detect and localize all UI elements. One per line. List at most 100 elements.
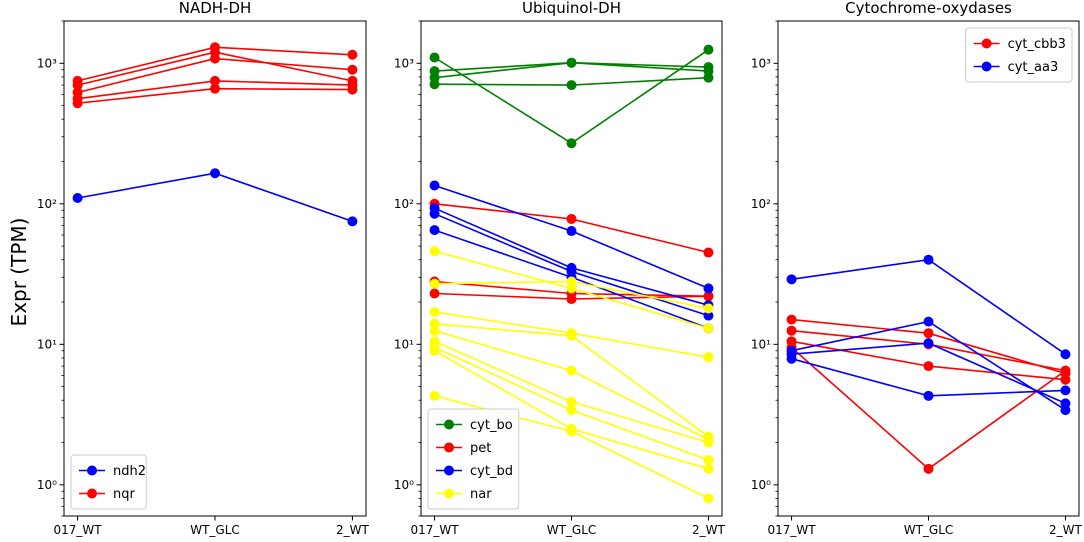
data-point-cyt-cbb3 bbox=[786, 325, 797, 336]
series-pet bbox=[429, 198, 714, 258]
data-point-cyt-aa3 bbox=[923, 254, 934, 265]
legend-label: cyt_cbb3 bbox=[1008, 37, 1066, 52]
series-cyt-bo bbox=[429, 72, 714, 91]
data-point-cyt-bo bbox=[703, 72, 714, 83]
data-point-nar bbox=[566, 405, 577, 416]
chart-title: Cytochrome-oxydases bbox=[845, 0, 1012, 17]
y-tick-label: 10² bbox=[751, 197, 771, 211]
data-point-cyt-bd bbox=[703, 283, 714, 294]
series-cyt-bd bbox=[429, 180, 714, 294]
data-point-ndh2 bbox=[210, 168, 220, 179]
data-point-nar bbox=[703, 303, 714, 314]
data-point-cyt-aa3 bbox=[786, 353, 797, 364]
data-point-nar bbox=[566, 426, 577, 437]
y-tick-label: 10³ bbox=[37, 56, 57, 70]
data-point-nar bbox=[429, 345, 440, 356]
x-tick-label: WT_GLC bbox=[904, 523, 954, 537]
data-point-cyt-aa3 bbox=[923, 316, 934, 327]
data-point-nar bbox=[429, 325, 440, 336]
legend-label: cyt_bd bbox=[470, 464, 513, 479]
data-point-nar bbox=[429, 390, 440, 401]
y-tick-label: 10² bbox=[394, 197, 414, 211]
legend-label: cyt_bo bbox=[470, 418, 513, 433]
x-tick-label: WT_GLC bbox=[190, 523, 240, 537]
series-cyt-aa3 bbox=[786, 254, 1071, 360]
legend-marker bbox=[981, 38, 992, 49]
data-point-cyt-bd bbox=[429, 225, 440, 236]
data-point-nqr bbox=[210, 53, 220, 64]
data-point-cyt-bo bbox=[429, 52, 440, 63]
chart-panel-cytochrome-oxydases: Cytochrome-oxydases 10⁰ 10¹ 10² 10³ 017_WT WT_… bbox=[751, 0, 1083, 537]
legend-marker bbox=[444, 465, 454, 476]
data-point-nar bbox=[703, 455, 714, 466]
data-point-cyt-aa3 bbox=[923, 338, 934, 349]
series-nar bbox=[429, 276, 714, 314]
data-point-nqr bbox=[72, 98, 83, 109]
legend-box bbox=[427, 408, 520, 510]
x-tick-label: 017_WT bbox=[410, 523, 459, 537]
data-point-cyt-bo bbox=[429, 79, 440, 90]
data-point-cyt-aa3 bbox=[1060, 385, 1071, 396]
panels: NADH-DH 10⁰ 10¹ 10² 10³ 017_WT WT_GLC 2_WT ndh2n… bbox=[37, 0, 1083, 537]
x-tick-label: 2_WT bbox=[336, 523, 370, 537]
data-point-nar bbox=[566, 396, 577, 407]
data-point-cyt-aa3 bbox=[923, 390, 934, 401]
data-point-ndh2 bbox=[72, 192, 83, 203]
data-point-nar bbox=[429, 278, 440, 289]
legend-entry-cyt-bd: cyt_bd bbox=[436, 464, 513, 479]
data-point-nar bbox=[566, 283, 577, 294]
data-point-cyt-bd bbox=[429, 208, 440, 219]
data-point-cyt-aa3 bbox=[786, 274, 797, 285]
y-tick-label: 10² bbox=[37, 197, 57, 211]
chart-title: Ubiquinol-DH bbox=[522, 0, 621, 17]
x-tick-label: WT_GLC bbox=[547, 523, 597, 537]
legend-entry-cyt-aa3: cyt_aa3 bbox=[973, 60, 1058, 75]
plot-frame bbox=[63, 20, 367, 517]
legend-marker bbox=[444, 488, 454, 499]
legend-marker bbox=[981, 61, 992, 72]
y-tick-label: 10⁰ bbox=[751, 478, 771, 492]
data-point-pet bbox=[703, 291, 714, 302]
y-tick-label: 10⁰ bbox=[37, 478, 57, 492]
chart-title: NADH-DH bbox=[179, 0, 252, 17]
legend-entry-cyt-cbb3: cyt_cbb3 bbox=[973, 37, 1066, 52]
series-ndh2 bbox=[72, 168, 358, 227]
data-point-nar bbox=[703, 352, 714, 363]
y-tick-label: 10⁰ bbox=[394, 478, 414, 492]
x-tick-label: 2_WT bbox=[1049, 523, 1083, 537]
series-cyt-aa3 bbox=[786, 353, 1071, 401]
data-point-cyt-bo bbox=[703, 44, 714, 55]
series-pet bbox=[429, 288, 714, 305]
data-point-nqr bbox=[347, 49, 358, 60]
legend-label: nqr bbox=[113, 487, 135, 502]
plot-frame bbox=[777, 20, 1080, 517]
legend: cyt_cbb3 cyt_aa3 bbox=[965, 27, 1073, 83]
plot-frame bbox=[420, 20, 723, 517]
data-point-nar bbox=[703, 437, 714, 448]
series-nqr bbox=[72, 83, 358, 109]
series-cyt-bo bbox=[429, 57, 714, 83]
y-tick-label: 10¹ bbox=[751, 337, 771, 351]
y-tick-label: 10¹ bbox=[394, 337, 414, 351]
data-point-nar bbox=[703, 323, 714, 334]
y-tick-label: 10¹ bbox=[37, 337, 57, 351]
data-point-nar bbox=[703, 493, 714, 504]
legend: ndh2 nqr bbox=[70, 454, 147, 510]
data-point-pet bbox=[429, 288, 440, 299]
data-point-nqr bbox=[210, 75, 220, 86]
data-point-nar bbox=[429, 246, 440, 257]
data-point-pet bbox=[566, 294, 577, 305]
data-point-nqr bbox=[72, 80, 83, 91]
y-tick-label: 10³ bbox=[751, 56, 771, 70]
legend-label: pet bbox=[470, 441, 491, 456]
series-nar bbox=[429, 246, 714, 334]
data-point-cyt-aa3 bbox=[1060, 398, 1071, 409]
legend-box bbox=[965, 27, 1073, 83]
data-point-pet bbox=[566, 213, 577, 224]
legend-entry-nar: nar bbox=[436, 487, 492, 502]
legend-entry-pet: pet bbox=[436, 441, 491, 456]
data-point-cyt-bo bbox=[566, 138, 577, 149]
data-point-nar bbox=[429, 306, 440, 317]
